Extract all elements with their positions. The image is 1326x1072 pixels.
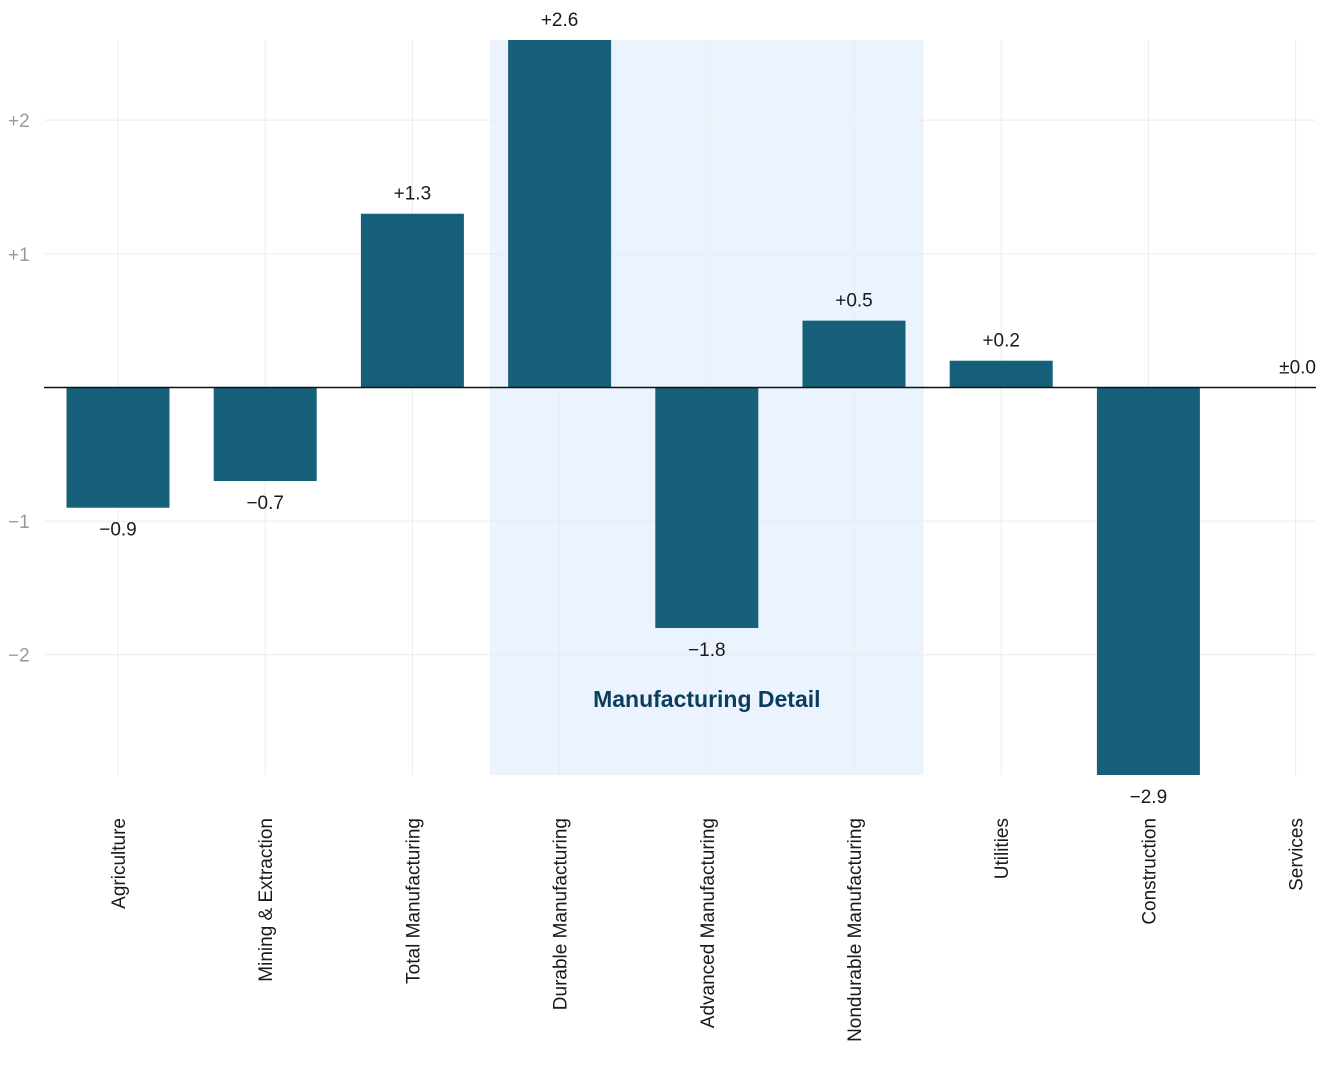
x-category-label: Agriculture: [109, 818, 130, 909]
y-tick-label: +2: [8, 111, 30, 132]
data-label: −2.9: [1130, 787, 1168, 808]
data-label: +1.3: [394, 184, 432, 205]
bar: [66, 387, 170, 508]
y-tick-label: −2: [8, 646, 30, 667]
data-label: −1.8: [688, 640, 726, 661]
x-category-label: Utilities: [992, 818, 1013, 879]
y-axis-tick-labels: −2 −1 +1 +2: [8, 111, 30, 667]
x-category-label: Mining & Extraction: [256, 818, 277, 982]
highlight-annotation: Manufacturing Detail: [593, 686, 820, 712]
x-category-label: Total Manufacturing: [403, 818, 424, 984]
x-category-label: Services: [1287, 818, 1308, 891]
data-labels: −0.9 −0.7 +1.3 +2.6 −1.8 +0.5 +0.2 −2.9 ±0.0: [99, 10, 1316, 808]
x-category-label: Construction: [1139, 818, 1160, 925]
data-label: +0.2: [982, 331, 1020, 352]
bar: [508, 40, 612, 388]
data-label: +0.5: [835, 291, 873, 312]
bar: [949, 360, 1053, 388]
data-label: −0.7: [246, 493, 284, 514]
x-category-label: Durable Manufacturing: [551, 818, 572, 1010]
bar: [1096, 387, 1200, 775]
x-category-label: Advanced Manufacturing: [698, 818, 719, 1028]
bar: [655, 387, 759, 628]
bar: [360, 213, 464, 388]
x-axis-category-labels: Agriculture Mining & Extraction Total Manu…: [109, 818, 1308, 1042]
y-tick-label: −1: [8, 512, 30, 533]
bar: [802, 320, 906, 388]
bar: [213, 387, 317, 481]
y-tick-label: +1: [8, 245, 30, 266]
data-label: +2.6: [541, 10, 579, 31]
data-label: ±0.0: [1279, 357, 1316, 378]
data-label: −0.9: [99, 520, 137, 541]
bars: [66, 40, 1200, 775]
x-category-label: Nondurable Manufacturing: [845, 818, 866, 1042]
